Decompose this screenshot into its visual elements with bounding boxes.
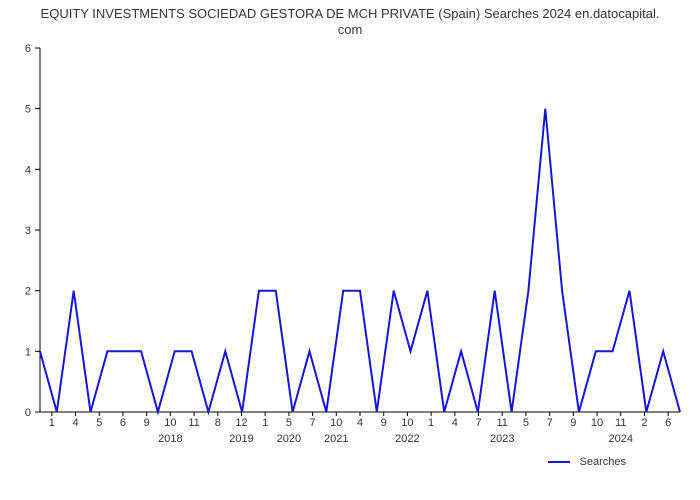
x-year-label: 2020: [277, 433, 301, 445]
y-tick-label: 1: [25, 346, 31, 358]
x-tick-label: 4: [72, 417, 78, 429]
x-tick-label: 10: [164, 417, 176, 429]
x-tick-label: 9: [570, 417, 576, 429]
y-tick-label: 3: [25, 225, 31, 237]
x-year-label: 2021: [324, 433, 348, 445]
x-tick-label: 9: [144, 417, 150, 429]
x-tick-label: 11: [188, 417, 199, 429]
x-year-label: 2019: [229, 433, 253, 445]
y-tick-label: 2: [25, 286, 31, 298]
x-tick-label: 5: [523, 417, 529, 429]
y-tick-label: 0: [25, 407, 31, 419]
x-tick-label: 10: [591, 417, 603, 429]
y-tick-label: 5: [25, 104, 31, 116]
x-tick-label: 6: [665, 417, 671, 429]
x-year-label: 2018: [158, 433, 182, 445]
legend-swatch: [548, 461, 570, 463]
x-tick-label: 12: [235, 417, 247, 429]
line-chart-svg: 0123456145691011812157104910147115791011…: [40, 48, 680, 448]
x-tick-label: 6: [120, 417, 126, 429]
x-tick-label: 9: [381, 417, 387, 429]
x-tick-label: 11: [497, 417, 508, 429]
chart-plot-area: 0123456145691011812157104910147115791011…: [40, 48, 680, 448]
x-tick-label: 10: [401, 417, 413, 429]
x-tick-label: 1: [262, 417, 268, 429]
legend-label: Searches: [580, 456, 626, 468]
x-tick-label: 11: [615, 417, 626, 429]
title-line-1: EQUITY INVESTMENTS SOCIEDAD GESTORA DE M…: [41, 6, 660, 21]
x-tick-label: 10: [330, 417, 342, 429]
x-tick-label: 5: [286, 417, 292, 429]
x-tick-label: 7: [475, 417, 481, 429]
y-tick-label: 6: [25, 43, 31, 55]
x-tick-label: 1: [428, 417, 434, 429]
x-tick-label: 4: [357, 417, 363, 429]
x-tick-label: 2: [641, 417, 647, 429]
x-tick-label: 8: [215, 417, 221, 429]
x-year-label: 2023: [490, 433, 514, 445]
x-tick-label: 7: [310, 417, 316, 429]
y-tick-label: 4: [25, 164, 31, 176]
chart-legend: Searches: [544, 454, 630, 470]
chart-title: EQUITY INVESTMENTS SOCIEDAD GESTORA DE M…: [0, 0, 700, 39]
x-tick-label: 7: [547, 417, 553, 429]
x-tick-label: 4: [452, 417, 458, 429]
x-year-label: 2024: [608, 433, 632, 445]
x-tick-label: 5: [96, 417, 102, 429]
title-line-2: com: [338, 22, 363, 37]
x-tick-label: 1: [49, 417, 55, 429]
x-year-label: 2022: [395, 433, 419, 445]
